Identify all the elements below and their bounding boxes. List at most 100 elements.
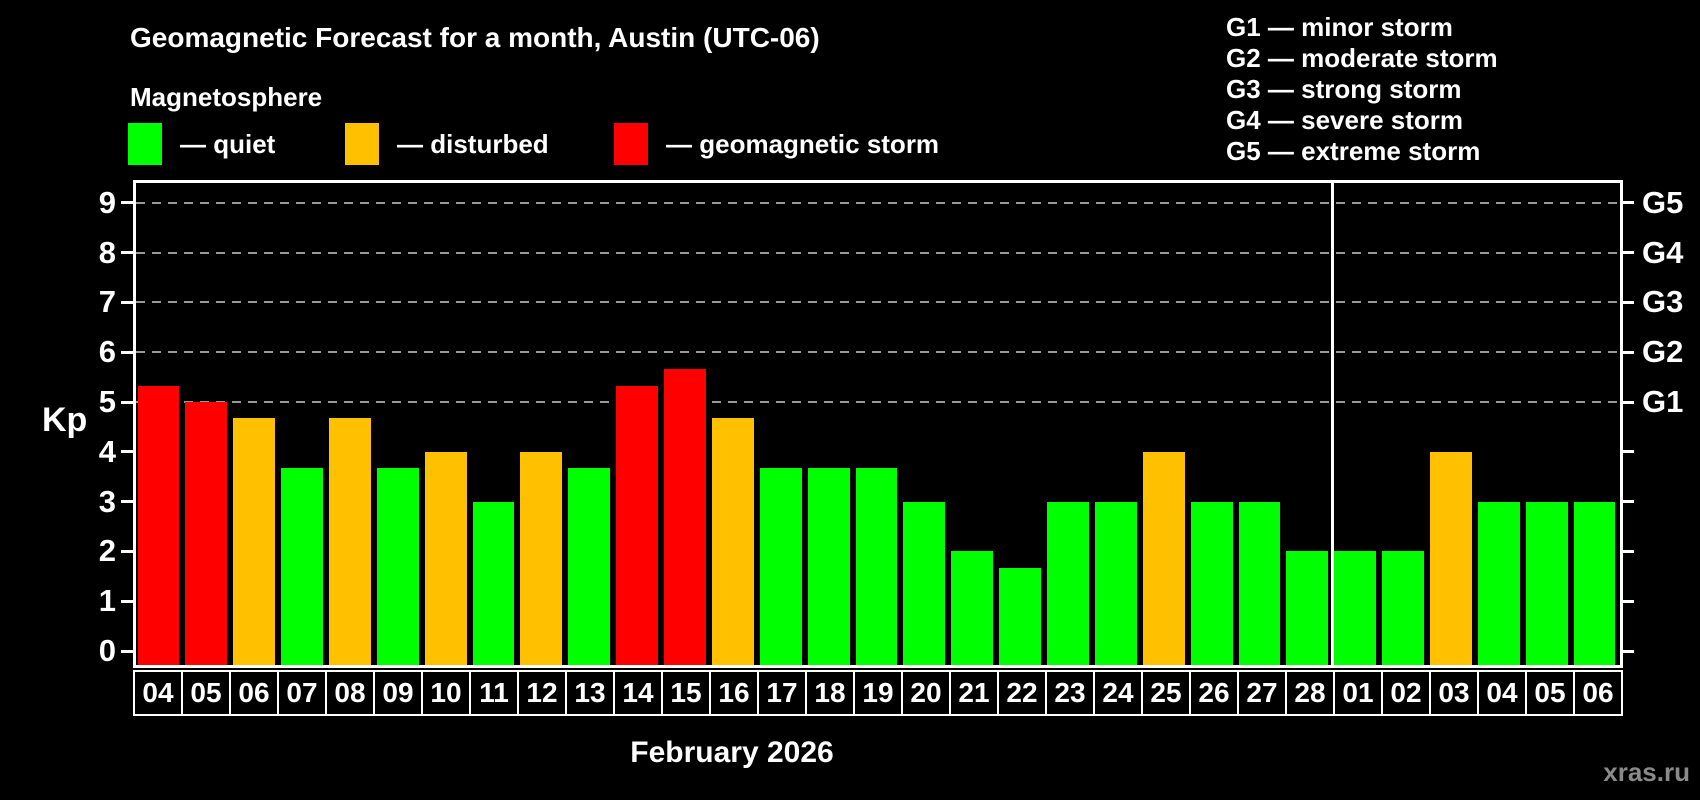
kp-bar-28 (1286, 551, 1329, 665)
y-tick-label-9: 9 (98, 184, 116, 220)
kp-bar-08 (328, 418, 371, 665)
kp-bar-14 (616, 385, 659, 665)
kp-bar-04 (1477, 501, 1520, 665)
y-tick-left-5 (121, 400, 133, 404)
g-scale-line: G4 — severe storm (1226, 105, 1464, 135)
day-label-22: 22 (997, 670, 1047, 716)
gridline-kp5 (136, 401, 1620, 403)
legend-item-storm: — geomagnetic storm (614, 122, 939, 166)
g-scale-line: G1 — minor storm (1226, 12, 1453, 42)
right-axis-label-G5: G5 (1642, 184, 1684, 220)
kp-bar-19 (855, 468, 898, 665)
y-tick-left-1 (121, 599, 133, 603)
day-label-06: 06 (1573, 670, 1623, 716)
disturbed-swatch-icon (345, 123, 379, 165)
g-scale-line: G5 — extreme storm (1226, 136, 1481, 166)
right-axis-label-G2: G2 (1642, 334, 1684, 370)
kp-bar-15 (664, 368, 706, 665)
y-tick-label-3: 3 (98, 483, 116, 519)
day-label-02: 02 (1381, 670, 1431, 716)
x-axis-day-row: 04 05 06 07 08 09 10 11 12 13 14 15 16 17 18 19 20 21 22 23… (133, 670, 1623, 716)
month-separator-line (1331, 183, 1335, 665)
y-tick-left-2 (121, 549, 133, 553)
y-tick-right-0 (1622, 649, 1634, 653)
y-tick-label-1: 1 (98, 583, 116, 619)
kp-bar-22 (999, 567, 1042, 665)
kp-bar-24 (1094, 501, 1137, 665)
kp-bar-12 (520, 451, 563, 665)
y-tick-label-6: 6 (98, 334, 116, 370)
kp-bar-07 (281, 468, 323, 665)
kp-bar-06 (233, 418, 276, 665)
y-tick-left-7 (121, 300, 133, 304)
day-label-18: 18 (805, 670, 855, 716)
kp-bar-13 (568, 468, 611, 665)
y-tick-left-9 (121, 201, 133, 205)
y-tick-label-5: 5 (98, 384, 116, 419)
g-scale-line: G3 — strong storm (1226, 74, 1462, 104)
y-tick-label-7: 7 (98, 284, 116, 320)
y-tick-label-2: 2 (98, 533, 116, 569)
kp-bar-10 (424, 451, 467, 665)
day-label-17: 17 (757, 670, 807, 716)
y-tick-right-6 (1622, 350, 1634, 354)
legend-item-quiet: — quiet (128, 122, 275, 166)
day-label-12: 12 (517, 670, 567, 716)
kp-bar-05 (185, 402, 228, 665)
y-tick-right-5 (1622, 400, 1634, 404)
y-tick-right-9 (1622, 201, 1634, 205)
gridline-kp9 (136, 201, 1620, 204)
day-label-06: 06 (229, 670, 279, 716)
kp-bar-03 (1430, 451, 1472, 665)
y-axis-label: Kp (42, 401, 88, 439)
kp-bar-20 (903, 501, 946, 665)
y-tick-left-6 (121, 350, 133, 354)
g-scale-legend: G1 — minor storm G2 — moderate storm G3 … (1226, 12, 1498, 167)
day-label-13: 13 (565, 670, 615, 716)
g-scale-line: G2 — moderate storm (1226, 43, 1498, 73)
watermark: xras.ru (1603, 757, 1690, 787)
y-tick-right-8 (1622, 251, 1634, 255)
day-label-24: 24 (1093, 670, 1143, 716)
kp-bar-11 (472, 501, 515, 665)
day-label-03: 03 (1429, 670, 1479, 716)
day-label-21: 21 (949, 670, 999, 716)
plot-area (133, 180, 1623, 668)
gridline-kp7 (136, 301, 1620, 304)
day-label-11: 11 (469, 670, 519, 716)
kp-bar-01 (1334, 551, 1377, 665)
kp-bar-21 (951, 551, 994, 665)
kp-bar-23 (1047, 501, 1089, 665)
storm-swatch-icon (614, 123, 648, 165)
kp-bar-09 (376, 468, 419, 665)
y-tick-right-1 (1622, 599, 1634, 603)
kp-bar-05 (1525, 501, 1568, 665)
day-label-08: 08 (325, 670, 375, 716)
kp-bar-27 (1238, 501, 1281, 665)
chart-title: Geomagnetic Forecast for a month, Austin… (130, 22, 820, 53)
day-label-04: 04 (1477, 670, 1527, 716)
chart-subtitle: Magnetosphere (130, 82, 323, 112)
kp-bar-04 (137, 385, 180, 665)
day-label-25: 25 (1141, 670, 1191, 716)
day-label-20: 20 (901, 670, 951, 716)
y-tick-label-0: 0 (98, 633, 116, 668)
day-label-09: 09 (373, 670, 423, 716)
right-axis-label-G4: G4 (1642, 234, 1684, 270)
kp-bar-18 (807, 468, 850, 665)
day-label-28: 28 (1285, 670, 1335, 716)
y-tick-label-4: 4 (98, 433, 116, 469)
day-label-05: 05 (1525, 670, 1575, 716)
x-axis-title: February 2026 (630, 736, 834, 769)
right-axis-label-G1: G1 (1642, 384, 1684, 419)
day-label-07: 07 (277, 670, 327, 716)
legend-item-disturbed: — disturbed (345, 122, 549, 166)
day-label-05: 05 (181, 670, 231, 716)
y-tick-left-8 (121, 251, 133, 255)
day-label-04: 04 (133, 670, 183, 716)
y-tick-right-2 (1622, 549, 1634, 553)
y-tick-left-4 (121, 450, 133, 454)
day-label-14: 14 (613, 670, 663, 716)
kp-bar-25 (1142, 451, 1185, 665)
